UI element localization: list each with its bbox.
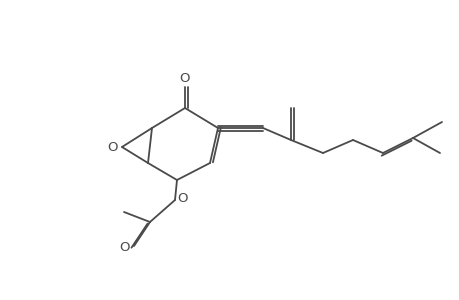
Text: O: O bbox=[119, 242, 130, 254]
Text: O: O bbox=[179, 71, 190, 85]
Text: O: O bbox=[177, 193, 188, 206]
Text: O: O bbox=[107, 140, 118, 154]
